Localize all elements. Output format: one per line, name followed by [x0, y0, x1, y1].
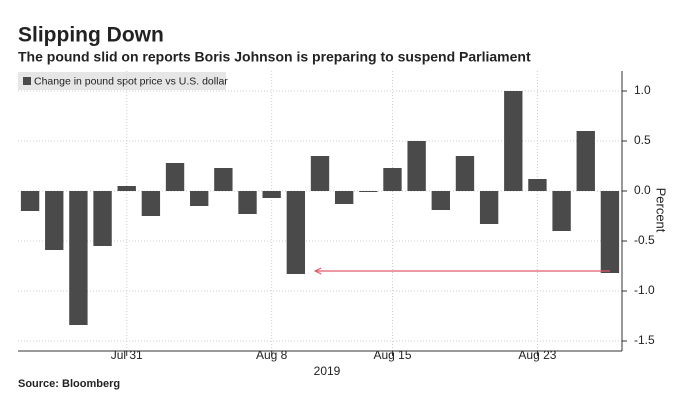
bar — [165, 163, 185, 191]
bar — [407, 141, 426, 191]
x-tick-label: Aug 23 — [518, 348, 556, 362]
x-axis-label: 2019 — [314, 364, 341, 378]
x-tick-label: Jul 31 — [111, 348, 143, 362]
bar — [45, 191, 64, 250]
bar — [214, 168, 233, 191]
y-axis-label: Percent — [654, 188, 669, 233]
bar — [20, 191, 40, 211]
bar — [262, 191, 281, 198]
y-tick-label: 0.0 — [634, 183, 651, 197]
bar — [334, 191, 354, 204]
bar — [190, 191, 209, 206]
legend-label: Change in pound spot price vs U.S. dolla… — [34, 75, 228, 87]
x-tick-label: Aug 8 — [256, 348, 288, 362]
y-tick-label: -1.5 — [634, 333, 655, 347]
source: Source: Bloomberg — [18, 378, 120, 390]
bar — [117, 186, 136, 191]
chart-subtitle: The pound slid on reports Boris Johnson … — [18, 49, 531, 65]
bar — [93, 191, 112, 246]
bar — [455, 156, 475, 191]
y-tick-label: 1.0 — [634, 83, 651, 97]
bar — [600, 191, 620, 273]
bar — [69, 191, 88, 325]
bar — [359, 191, 378, 192]
legend-swatch — [23, 77, 31, 85]
bar — [431, 191, 450, 210]
bar — [528, 179, 547, 191]
chart-title: Slipping Down — [18, 24, 164, 47]
y-tick-label: 0.5 — [634, 133, 651, 147]
bar — [576, 131, 595, 191]
bar — [504, 91, 523, 191]
bar — [383, 168, 402, 191]
y-tick-label: -0.5 — [634, 233, 655, 247]
bar — [141, 191, 161, 216]
bar — [238, 191, 257, 214]
y-tick-label: -1.0 — [634, 283, 655, 297]
legend-box — [18, 72, 226, 90]
bar — [286, 191, 306, 274]
bar — [479, 191, 499, 224]
bar — [552, 191, 571, 231]
x-tick-label: Aug 15 — [373, 348, 411, 362]
annotation-arrowhead — [313, 267, 322, 275]
bar — [310, 156, 330, 191]
